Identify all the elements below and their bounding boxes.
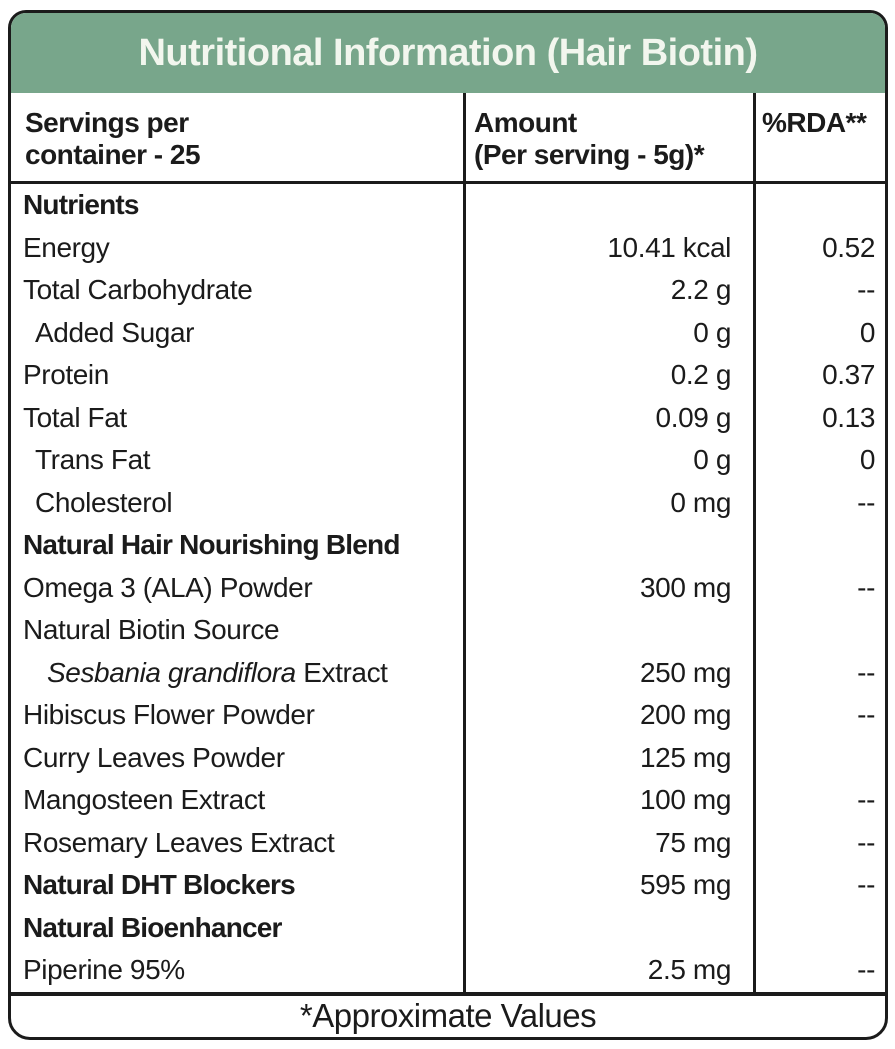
nutrient-amount: 0 g <box>463 439 753 482</box>
nutrient-rda: -- <box>753 269 885 312</box>
nutrient-rda: -- <box>753 949 885 992</box>
nutrient-rda: -- <box>753 821 885 864</box>
table-row: Natural Hair Nourishing Blend <box>11 524 885 567</box>
nutrient-name: Natural Biotin Source <box>23 614 280 645</box>
nutrient-rda: 0.37 <box>753 354 885 397</box>
nutrient-name: Trans Fat <box>35 444 151 475</box>
table-row: Natural DHT Blockers 595 mg -- <box>11 864 885 907</box>
nutrient-amount <box>463 524 753 567</box>
column-header-servings: Servings per container - 25 <box>11 93 463 181</box>
table-row: Piperine 95% 2.5 mg -- <box>11 949 885 992</box>
amount-header-line1: Amount <box>474 107 577 138</box>
nutrient-rda: -- <box>753 864 885 907</box>
table-row: Omega 3 (ALA) Powder 300 mg -- <box>11 566 885 609</box>
nutrient-amount: 2.5 mg <box>463 949 753 992</box>
table-row: Curry Leaves Powder 125 mg <box>11 736 885 779</box>
nutrition-label-card: Nutritional Information (Hair Biotin) Se… <box>8 10 888 1040</box>
nutrient-name: Omega 3 (ALA) Powder <box>23 571 313 603</box>
table-row: Added Sugar 0 g 0 <box>11 311 885 354</box>
nutrient-amount: 250 mg <box>463 651 753 694</box>
nutrient-amount: 300 mg <box>463 566 753 609</box>
nutrient-amount: 0 g <box>463 311 753 354</box>
servings-header-line2: container - 25 <box>25 139 201 170</box>
nutrient-rda: -- <box>753 651 885 694</box>
nutrient-amount: 595 mg <box>463 864 753 907</box>
table-row: Protein 0.2 g 0.37 <box>11 354 885 397</box>
page-title: Nutritional Information (Hair Biotin) <box>138 31 758 74</box>
table-row: Natural Biotin Source <box>11 609 885 652</box>
nutrient-name: Hibiscus Flower Powder <box>23 699 315 730</box>
table-row: Nutrients <box>11 184 885 227</box>
servings-header-line1: Servings per <box>25 107 189 138</box>
table-footer: *Approximate Values <box>11 991 885 1038</box>
column-header-amount: Amount (Per serving - 5g)* <box>463 93 753 181</box>
nutrient-amount <box>463 184 753 227</box>
nutrient-name: Total Carbohydrate <box>23 274 253 305</box>
nutrient-rda: 0 <box>753 439 885 482</box>
nutrient-name: Sesbania grandiflora Extract <box>47 656 388 688</box>
nutrient-rda: 0.13 <box>753 396 885 439</box>
nutrient-name: Natural Bioenhancer <box>23 911 282 943</box>
nutrient-rda: 0 <box>753 311 885 354</box>
column-header-rda: %RDA** <box>753 93 885 181</box>
table-row: Natural Bioenhancer <box>11 906 885 949</box>
nutrient-name: Mangosteen Extract <box>23 784 265 815</box>
amount-header-line2: (Per serving - 5g)* <box>474 139 705 170</box>
nutrient-amount <box>463 609 753 652</box>
table-row: Total Carbohydrate 2.2 g -- <box>11 269 885 312</box>
nutrient-rda <box>753 524 885 567</box>
nutrient-amount: 125 mg <box>463 736 753 779</box>
nutrient-rda: -- <box>753 694 885 737</box>
nutrient-amount: 0.2 g <box>463 354 753 397</box>
table-row: Trans Fat 0 g 0 <box>11 439 885 482</box>
title-bar: Nutritional Information (Hair Biotin) <box>11 13 885 93</box>
table-header-row: Servings per container - 25 Amount (Per … <box>11 93 885 184</box>
table-row: Energy 10.41 kcal 0.52 <box>11 226 885 269</box>
nutrient-rda <box>753 906 885 949</box>
nutrient-name: Protein <box>23 359 109 390</box>
table-row: Total Fat 0.09 g 0.13 <box>11 396 885 439</box>
nutrient-amount <box>463 906 753 949</box>
nutrient-amount: 200 mg <box>463 694 753 737</box>
nutrient-rda: -- <box>753 779 885 822</box>
nutrient-name: Cholesterol <box>35 486 173 518</box>
nutrient-rda: 0.52 <box>753 226 885 269</box>
table-body: Nutrients Energy 10.41 kcal 0.52 Total C… <box>11 184 885 992</box>
nutrient-amount: 10.41 kcal <box>463 226 753 269</box>
nutrient-amount: 2.2 g <box>463 269 753 312</box>
table-row: Sesbania grandiflora Extract 250 mg -- <box>11 651 885 694</box>
nutrient-name: Curry Leaves Powder <box>23 741 285 773</box>
nutrient-rda <box>753 736 885 779</box>
nutrient-name: Natural DHT Blockers <box>23 869 296 900</box>
nutrient-rda <box>753 609 885 652</box>
nutrient-name: Added Sugar <box>35 316 195 348</box>
nutrient-amount: 0 mg <box>463 481 753 524</box>
approximate-values-footnote: *Approximate Values <box>299 997 597 1035</box>
nutrient-rda <box>753 184 885 227</box>
table-row: Mangosteen Extract 100 mg -- <box>11 779 885 822</box>
table-row: Cholesterol 0 mg -- <box>11 481 885 524</box>
nutrient-name: Energy <box>23 231 110 263</box>
nutrient-name: Natural Hair Nourishing Blend <box>23 529 400 560</box>
nutrient-name: Nutrients <box>23 189 140 220</box>
nutrient-name: Total Fat <box>23 401 127 433</box>
nutrient-name: Rosemary Leaves Extract <box>23 826 335 858</box>
rda-header-label: %RDA** <box>762 107 867 138</box>
table-row: Hibiscus Flower Powder 200 mg -- <box>11 694 885 737</box>
table-row: Rosemary Leaves Extract 75 mg -- <box>11 821 885 864</box>
nutrient-name: Piperine 95% <box>23 954 185 985</box>
nutrient-amount: 100 mg <box>463 779 753 822</box>
nutrient-amount: 0.09 g <box>463 396 753 439</box>
nutrient-rda: -- <box>753 481 885 524</box>
nutrient-rda: -- <box>753 566 885 609</box>
nutrient-amount: 75 mg <box>463 821 753 864</box>
